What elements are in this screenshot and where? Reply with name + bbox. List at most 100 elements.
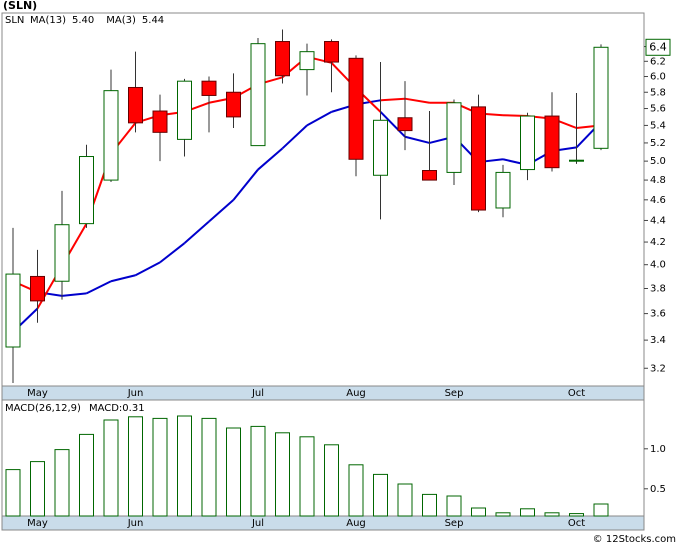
y-tick-label: 5.0 xyxy=(650,156,666,167)
ma-line xyxy=(208,199,235,223)
x-tick-label: Jul xyxy=(251,388,264,399)
candle-body xyxy=(569,159,584,162)
macd-bar xyxy=(593,503,609,517)
x-tick-label: Aug xyxy=(346,518,366,529)
macd-bar xyxy=(152,417,168,517)
x-tick-label: Jun xyxy=(127,388,144,399)
ma-line xyxy=(86,280,112,295)
legend-label: MA(3) xyxy=(106,15,136,26)
y-tick-label: 4.2 xyxy=(650,237,666,248)
macd-bar xyxy=(128,416,143,517)
footer: © 12Stocks.com xyxy=(593,534,676,545)
legend-value: 5.40 xyxy=(72,15,94,26)
x-tick-label: Oct xyxy=(568,518,585,529)
macd-panel xyxy=(1,399,645,517)
candle-body xyxy=(544,115,560,169)
candle-body xyxy=(471,106,486,211)
macd-bar xyxy=(446,495,462,517)
macd-bar xyxy=(348,464,364,517)
candle-body xyxy=(128,86,143,124)
panel-title: MACD(26,12,9) xyxy=(5,403,81,414)
candle-body xyxy=(177,80,192,140)
x-tick-label: Sep xyxy=(445,518,464,529)
legend-label: MA(13) xyxy=(30,15,66,26)
x-tick-label: Sep xyxy=(445,388,464,399)
macd-bar xyxy=(201,417,217,517)
candle-body xyxy=(250,43,266,147)
candle-body xyxy=(152,110,168,133)
candle-body xyxy=(446,102,462,173)
ma-line xyxy=(110,274,136,283)
macd-bar xyxy=(569,513,584,517)
macd-bar xyxy=(471,507,486,517)
candle-body xyxy=(299,51,315,71)
candle-body xyxy=(373,119,388,176)
ma-line xyxy=(281,124,308,150)
candle-body xyxy=(324,41,339,63)
y-tick-label: 5.4 xyxy=(650,120,666,131)
candle-body xyxy=(348,57,364,160)
candle-body xyxy=(103,90,119,181)
macd-bar xyxy=(30,461,45,517)
ma-line xyxy=(404,135,430,144)
legend-label: MACD:0.31 xyxy=(89,403,145,414)
candle-body xyxy=(397,117,413,132)
candle-body xyxy=(201,80,217,96)
y-tick-label: 1.0 xyxy=(650,444,666,455)
macd-bar xyxy=(177,415,192,517)
ma-line xyxy=(135,261,161,277)
legend-value: 5.44 xyxy=(142,15,164,26)
macd-bar xyxy=(373,473,388,517)
x-tick-label: May xyxy=(27,518,48,529)
candle-body xyxy=(275,41,290,77)
macd-bar xyxy=(544,512,560,517)
y-tick-label: 4.6 xyxy=(650,195,666,206)
legend-symbol: SLN xyxy=(5,15,24,26)
x-tick-label: Oct xyxy=(568,388,585,399)
x-tick-label: Jul xyxy=(251,518,264,529)
macd-bar xyxy=(79,433,94,517)
macd-bar xyxy=(5,469,21,517)
ma-line xyxy=(232,168,259,201)
y-tick-label: 6.2 xyxy=(650,56,666,67)
x-tick-label: May xyxy=(27,388,48,399)
macd-bar xyxy=(250,425,266,517)
macd-bar xyxy=(103,419,119,517)
macd-bar xyxy=(520,508,535,517)
ma-line xyxy=(183,220,210,244)
y-tick-label: 5.8 xyxy=(650,87,666,98)
price-panel xyxy=(1,12,645,387)
candle-body xyxy=(30,275,45,302)
ma-line xyxy=(257,147,284,171)
x-axis-strip xyxy=(1,385,645,401)
candle-body xyxy=(226,91,241,118)
macd-bar xyxy=(299,436,315,517)
y-tick-label: 3.2 xyxy=(650,363,666,374)
y-tick-label: 3.4 xyxy=(650,335,666,346)
x-tick-label: Jun xyxy=(127,518,144,529)
last-price-box xyxy=(645,38,671,56)
macd-bar xyxy=(397,483,413,517)
ma-line xyxy=(306,110,332,127)
macd-bar xyxy=(422,493,437,517)
y-tick-label: 4.0 xyxy=(650,260,666,271)
ma-line xyxy=(404,97,430,104)
macd-bar xyxy=(324,444,339,517)
y-tick-label: 3.6 xyxy=(650,309,666,320)
candle-body xyxy=(79,156,94,225)
ma-line xyxy=(379,111,406,138)
candle-body xyxy=(495,171,511,209)
candle-body xyxy=(593,46,609,149)
last-price-label: 6.4 xyxy=(649,40,667,53)
y-tick-label: 0.5 xyxy=(650,484,666,495)
y-tick-label: 4.4 xyxy=(650,215,666,226)
y-tick-label: 4.8 xyxy=(650,175,666,186)
ma-line xyxy=(159,242,186,264)
candle-body xyxy=(520,115,535,171)
x-tick-label: Aug xyxy=(346,388,366,399)
macd-bar xyxy=(495,512,511,517)
candle-body xyxy=(54,224,70,282)
y-tick-label: 5.6 xyxy=(650,104,666,115)
chart-title: (SLN) xyxy=(3,0,37,12)
